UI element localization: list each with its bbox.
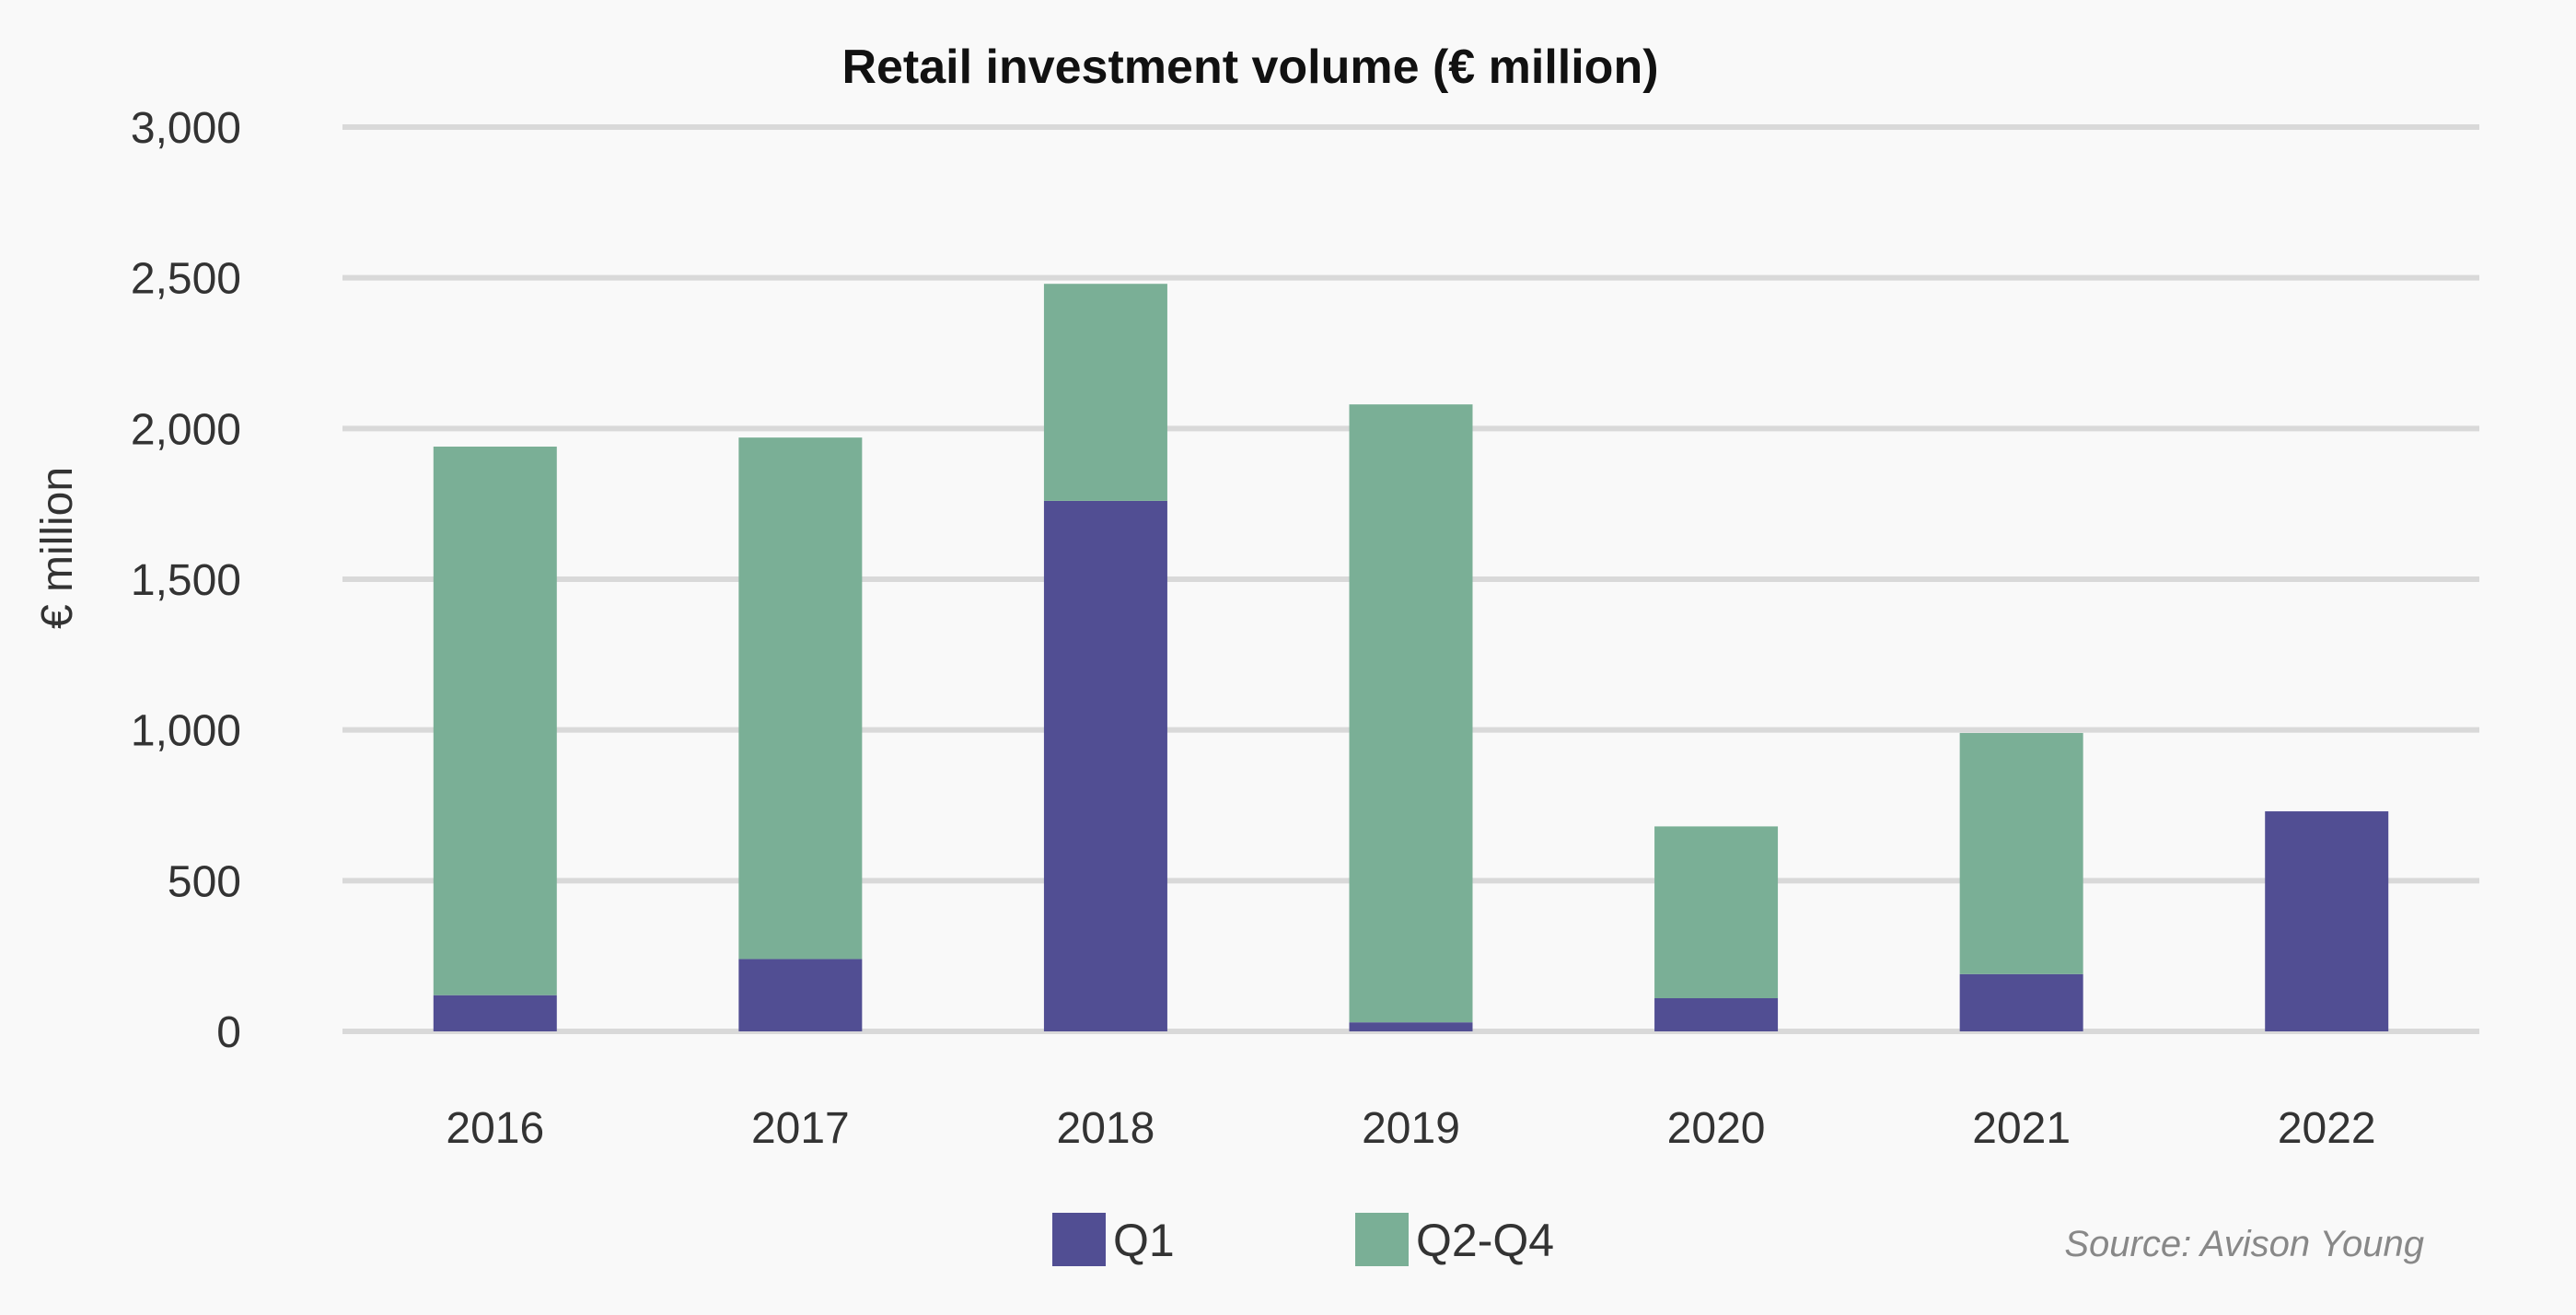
bar-q2-q4-2019 [1349,404,1473,1023]
bar-q1-2018 [1043,500,1167,1031]
legend-label: Q2-Q4 [1416,1215,1554,1266]
legend: Q1 Q2-Q4 [1052,1213,1554,1266]
bar-q2-q4-2017 [738,437,863,960]
source-note: Source: Avison Young [2064,1224,2424,1264]
y-tick-label: 500 [168,857,241,906]
legend-label: Q1 [1113,1215,1175,1266]
bar-q1-2021 [1959,973,2083,1031]
bar-q1-2022 [2265,811,2389,1031]
bar-q2-q4-2016 [433,446,557,995]
x-tick-label: 2016 [446,1104,544,1153]
bars [433,284,2389,1031]
x-tick-label: 2020 [1667,1104,1766,1153]
bar-q1-2016 [433,995,557,1031]
y-tick-label: 2,500 [131,255,241,304]
bar-q2-q4-2020 [1654,826,1779,998]
y-tick-label: 0 [216,1008,241,1057]
bar-q2-q4-2018 [1043,284,1167,501]
x-tick-label: 2021 [1972,1104,2071,1153]
bar-q1-2017 [738,959,863,1031]
bar-q2-q4-2021 [1959,732,2083,974]
y-tick-label: 3,000 [131,104,241,153]
legend-swatch [1355,1213,1409,1266]
x-tick-label: 2017 [751,1104,850,1153]
chart-title: Retail investment volume (€ million) [841,41,1658,94]
x-tick-label: 2019 [1362,1104,1460,1153]
x-tick-label: 2022 [2278,1104,2376,1153]
y-axis-label: € million [33,467,82,629]
y-axis-ticks: 0 500 1,000 1,500 2,000 2,500 3,000 [131,104,241,1057]
legend-swatch [1052,1213,1106,1266]
y-tick-label: 2,000 [131,405,241,454]
y-tick-label: 1,000 [131,707,241,756]
x-axis-ticks: 2016 2017 2018 2019 2020 2021 2022 [446,1104,2375,1153]
bar-q1-2020 [1654,997,1779,1031]
x-tick-label: 2018 [1057,1104,1155,1153]
bar-q1-2019 [1349,1022,1473,1031]
y-tick-label: 1,500 [131,556,241,605]
